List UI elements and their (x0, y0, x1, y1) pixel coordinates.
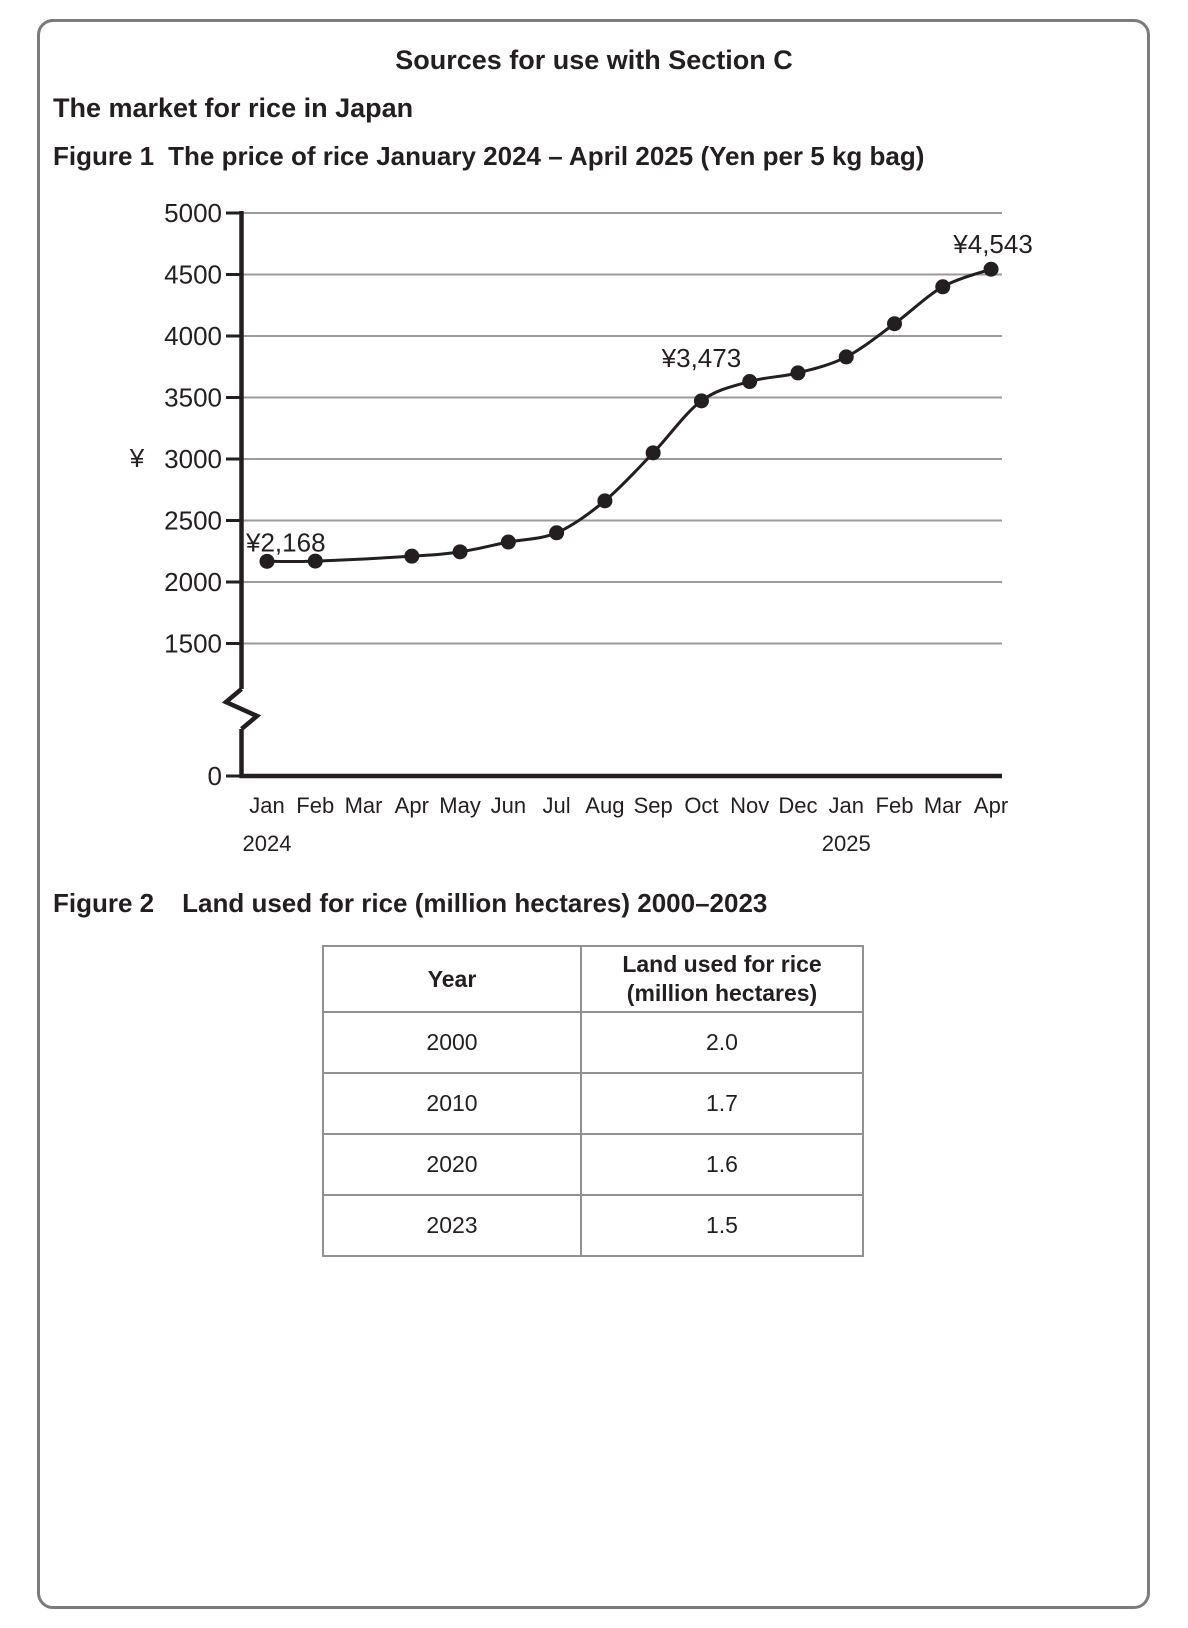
y-axis-unit-label: ¥ (129, 443, 145, 473)
land-column-header-line1: Land used for rice (622, 951, 822, 978)
data-point (404, 548, 420, 564)
month-label: Jul (543, 793, 571, 818)
table-row: 2020 1.6 (322, 1133, 864, 1196)
table-row: 2023 1.5 (322, 1194, 864, 1257)
land-use-table: Year Land used for rice (million hectare… (322, 945, 864, 1257)
land-column-header-line2: (million hectares) (626, 980, 818, 1006)
month-label: Jan (249, 793, 284, 818)
year-cell: 2023 (322, 1194, 582, 1257)
year-cell: 2000 (322, 1011, 582, 1074)
data-point (693, 393, 709, 409)
price-line (266, 267, 992, 564)
y-tick-label: 1500 (164, 629, 222, 659)
table-row: 2000 2.0 (322, 1011, 864, 1074)
page-border (37, 19, 1150, 1609)
figure2-heading: Figure 2 Land used for rice (million hect… (53, 890, 767, 916)
month-label: Oct (684, 793, 718, 818)
price-chart: 5000 4500 4000 3500 3000 2500 2000 1500 0 ¥ Jan Feb… (129, 198, 1033, 856)
y-tick-label: 2500 (164, 506, 222, 536)
y-tick-label: 3000 (164, 444, 222, 474)
month-label: Dec (778, 793, 817, 818)
y-tick-label: 3500 (164, 383, 222, 413)
y-tick-label: 5000 (164, 198, 222, 228)
month-label: Jun (491, 793, 526, 818)
value-cell: 2.0 (580, 1011, 864, 1074)
year-label: 2024 (243, 831, 292, 856)
figure1-title: The price of rice January 2024 – April 2… (168, 141, 925, 171)
month-label: Mar (345, 793, 383, 818)
month-label: Aug (585, 793, 624, 818)
y-tick-label: 4000 (164, 321, 222, 351)
data-point (887, 316, 903, 332)
data-point (790, 365, 806, 381)
price-annotation: ¥3,473 (661, 343, 742, 373)
data-point (645, 445, 661, 461)
month-label: Feb (876, 793, 914, 818)
year-cell: 2010 (322, 1072, 582, 1135)
month-label: Nov (730, 793, 769, 818)
data-point (935, 279, 951, 295)
year-cell: 2020 (322, 1133, 582, 1196)
month-label: Mar (924, 793, 962, 818)
year-column-header: Year (322, 945, 582, 1013)
figure2-title: Land used for rice (million hectares) 20… (182, 888, 768, 918)
section-c-title: Sources for use with Section C (395, 45, 793, 75)
y-tick-label: 2000 (164, 567, 222, 597)
market-title: The market for rice in Japan (53, 93, 414, 123)
data-point (549, 525, 565, 541)
land-column-header: Land used for rice (million hectares) (580, 945, 864, 1013)
figure2-label: Figure 2 (53, 888, 155, 918)
figure1-heading: Figure 1 The price of rice January 2024 –… (53, 143, 924, 169)
data-point (307, 553, 323, 569)
value-cell: 1.6 (580, 1133, 864, 1196)
y-axis-break (221, 687, 262, 731)
value-cell: 1.7 (580, 1072, 864, 1135)
value-cell: 1.5 (580, 1194, 864, 1257)
month-label: May (439, 793, 481, 818)
data-point (838, 349, 854, 365)
month-label: Feb (296, 793, 334, 818)
month-label: Jan (828, 793, 863, 818)
data-point (452, 544, 468, 560)
figure1-label: Figure 1 (53, 141, 155, 171)
data-point (742, 374, 758, 390)
y-tick-label: 4500 (164, 260, 222, 290)
table-header-row: Year Land used for rice (million hectare… (322, 945, 864, 1013)
price-annotation: ¥4,543 (952, 229, 1033, 259)
data-point (983, 261, 999, 277)
month-label: Apr (974, 793, 1008, 818)
year-label: 2025 (822, 831, 871, 856)
data-point (500, 534, 516, 550)
table-row: 2010 1.7 (322, 1072, 864, 1135)
price-annotation: ¥2,168 (245, 527, 326, 557)
data-point (259, 553, 275, 569)
y-zero-label: 0 (208, 761, 222, 791)
month-label: Sep (634, 793, 673, 818)
data-point (597, 493, 613, 509)
month-label: Apr (395, 793, 429, 818)
